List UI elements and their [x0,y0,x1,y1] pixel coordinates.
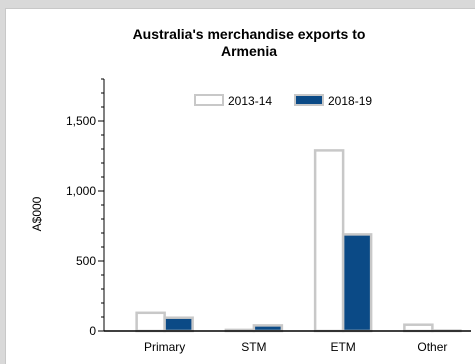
bar-chart: Australia's merchandise exports to Armen… [6,9,475,364]
bar-etm-2018-19 [343,234,371,331]
legend-swatch-2013-14 [195,95,223,105]
y-tick-label: 0 [89,324,96,338]
legend-label-2013-14: 2013-14 [228,94,272,108]
bar-primary-2013-14 [137,313,165,331]
legend-swatch-2018-19 [295,95,323,105]
x-tick-label-primary: Primary [144,340,185,354]
y-tick-label: 1,000 [66,184,96,198]
y-tick-label: 500 [76,254,96,268]
bar-other-2013-14 [404,325,432,331]
chart-title-line-2: Armenia [221,43,277,59]
bar-primary-2018-19 [165,318,193,331]
y-axis-title: A$000 [30,196,44,231]
legend-label-2018-19: 2018-19 [328,94,372,108]
x-tick-label-other: Other [417,340,447,354]
chart-panel: Australia's merchandise exports to Armen… [5,8,475,364]
chart-title-line-1: Australia's merchandise exports to [133,26,366,42]
x-tick-label-stm: STM [241,340,266,354]
x-tick-label-etm: ETM [330,340,355,354]
bar-etm-2013-14 [315,150,343,331]
bars [137,150,461,331]
y-tick-label: 1,500 [66,114,96,128]
y-axis: 0 500 1,000 1,500 [66,79,104,338]
bar-stm-2018-19 [254,325,282,331]
chart-legend: 2013-14 2018-19 [195,94,372,108]
x-axis: Primary STM ETM Other [104,331,471,354]
